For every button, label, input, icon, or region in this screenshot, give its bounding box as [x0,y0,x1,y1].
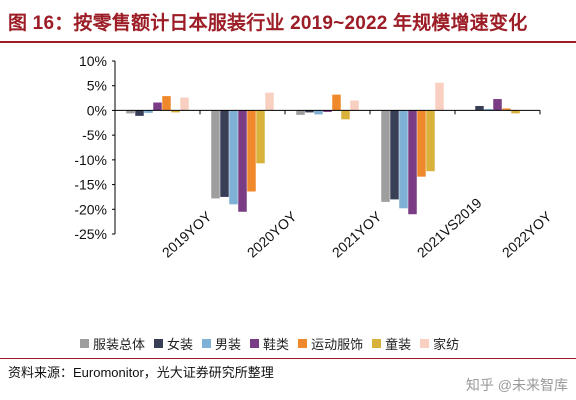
bar-运动服饰-2022YOY [502,108,511,111]
bar-服装总体-2020YOY [211,110,220,199]
bar-童装-2022YOY [511,110,520,114]
legend-item: 家纺 [420,334,459,353]
bar-运动服饰-2021YOY [332,94,341,111]
y-tick-label: -20% [74,201,107,217]
watermark: 知乎 @未来智库 [465,377,568,393]
bar-男装-2021YOY [314,110,323,115]
legend-swatch [80,338,89,348]
bar-鞋类-2021VS2019 [408,110,417,215]
legend-swatch [420,338,430,348]
legend-label: 服装总体 [93,336,146,352]
legend-label: 男装 [215,336,242,352]
legend-swatch [298,338,308,348]
source-note: 资料来源：Euromonitor，光大证券研究所整理 [8,365,274,380]
bar-男装-2020YOY [229,110,238,205]
legend-item: 女装 [154,334,193,353]
title-bar: 图 16：按零售额计日本服装行业 2019~2022 年规模增速变化 [0,0,576,43]
bar-家纺-2021YOY [350,100,359,111]
legend-item: 男装 [202,334,241,353]
legend-label: 鞋类 [263,336,290,352]
y-tick-label: -10% [74,152,107,168]
chart-title: 图 16：按零售额计日本服装行业 2019~2022 年规模增速变化 [8,13,528,34]
legend-swatch [250,338,260,348]
bar-女装-2021YOY [305,110,314,113]
bar-家纺-2021VS2019 [435,82,444,111]
legend-item: 运动服饰 [298,334,363,353]
y-tick-label: 10% [79,53,107,69]
y-tick-label: -15% [74,177,107,193]
legend-swatch [202,338,212,348]
bar-运动服饰-2019YOY [162,96,171,111]
bar-男装-2021VS2019 [399,110,408,209]
bar-女装-2020YOY [220,110,229,197]
legend-label: 家纺 [433,336,460,352]
legend-swatch [154,338,164,348]
x-tick-label: 2020YOY [244,208,300,261]
bar-运动服饰-2020YOY [247,110,256,192]
legend-item: 鞋类 [250,334,289,353]
y-tick-label: -25% [74,226,107,242]
bar-家纺-2019YOY [180,97,189,111]
legend-item: 童装 [372,334,411,353]
legend-label: 运动服饰 [311,336,364,352]
bar-服装总体-2021YOY [296,110,305,115]
bar-男装-2019YOY [144,110,153,113]
bar-女装-2019YOY [135,110,144,116]
footer-divider [0,358,576,359]
bar-家纺-2020YOY [265,92,274,111]
chart-legend: 服装总体 女装 男装 鞋类 运动服饰 童装 家纺 [80,334,468,352]
x-tick-label: 2022YOY [499,208,555,261]
y-tick-label: 5% [87,78,107,94]
bar-童装-2021VS2019 [426,110,435,172]
bar-童装-2019YOY [171,110,180,113]
x-tick-label: 2021VS2019 [414,194,485,260]
y-tick-label: -5% [82,127,107,143]
bar-鞋类-2021YOY [323,110,332,112]
bar-童装-2021YOY [341,110,350,120]
bar-chart: 10% 5% 0% -5% -10% -15% -20% -25% 2019YOY 2020YOY… [74,53,555,261]
legend-swatch [372,338,382,348]
title-divider [0,41,576,43]
legend-item: 服装总体 [80,334,145,353]
x-tick-label: 2019YOY [159,208,215,261]
y-tick-label: 0% [87,102,107,118]
bar-鞋类-2020YOY [238,110,247,212]
bar-服装总体-2019YOY [126,110,135,114]
legend-label: 童装 [385,336,412,352]
bar-运动服饰-2021VS2019 [417,110,426,177]
x-tick-label: 2021YOY [329,208,385,261]
bar-男装-2022YOY [484,108,493,111]
bar-女装-2021VS2019 [390,110,399,200]
legend-label: 女装 [167,336,194,352]
bar-鞋类-2022YOY [493,99,502,111]
bar-服装总体-2021VS2019 [381,110,390,202]
bar-鞋类-2019YOY [153,102,162,111]
bar-女装-2022YOY [475,105,484,111]
bar-童装-2020YOY [256,110,265,164]
